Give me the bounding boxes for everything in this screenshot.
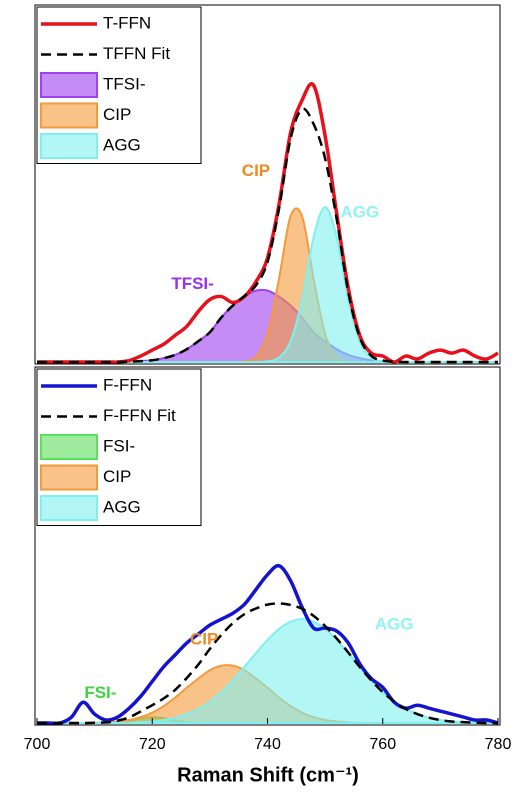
data-line [37,563,499,725]
legend-swatch [40,102,98,129]
x-axis-label: Raman Shift (cm⁻¹) [177,764,359,786]
x-tick-label: 720 [139,736,166,753]
x-tick-label: 740 [254,736,281,753]
annotation: CIP [242,161,270,180]
legend-label: CIP [103,105,131,124]
legend-swatch [40,72,98,98]
panel-frame [34,4,501,365]
legend-swatch [40,133,98,159]
annotation: FSI- [84,683,116,702]
legend-label: AGG [103,497,141,516]
annotation: TFSI- [171,274,214,293]
legend-label: FSI- [103,436,135,455]
area-3 [36,207,498,364]
legend-swatch [40,495,98,521]
annotation: AGG [340,203,379,222]
legend-label: TFFN Fit [103,44,170,63]
legend-swatch [40,434,98,460]
panel-frame [34,366,501,726]
annotation: AGG [375,615,414,634]
plot-area [36,82,499,364]
legend-label: AGG [103,135,141,154]
legend-label: F-FFN Fit [103,406,176,425]
legend-label: TFSI- [103,74,146,93]
legend-label: T-FFN [103,13,151,32]
fit-line [37,602,499,725]
legend-swatch [40,464,98,491]
legend-label: F-FFN [103,375,152,394]
annotation: CIP [190,629,218,648]
fit-line [36,107,498,364]
x-tick-label: 700 [24,736,51,753]
legend-label: CIP [103,467,131,486]
x-tick-label: 760 [369,736,396,753]
x-tick-label: 780 [485,736,512,753]
